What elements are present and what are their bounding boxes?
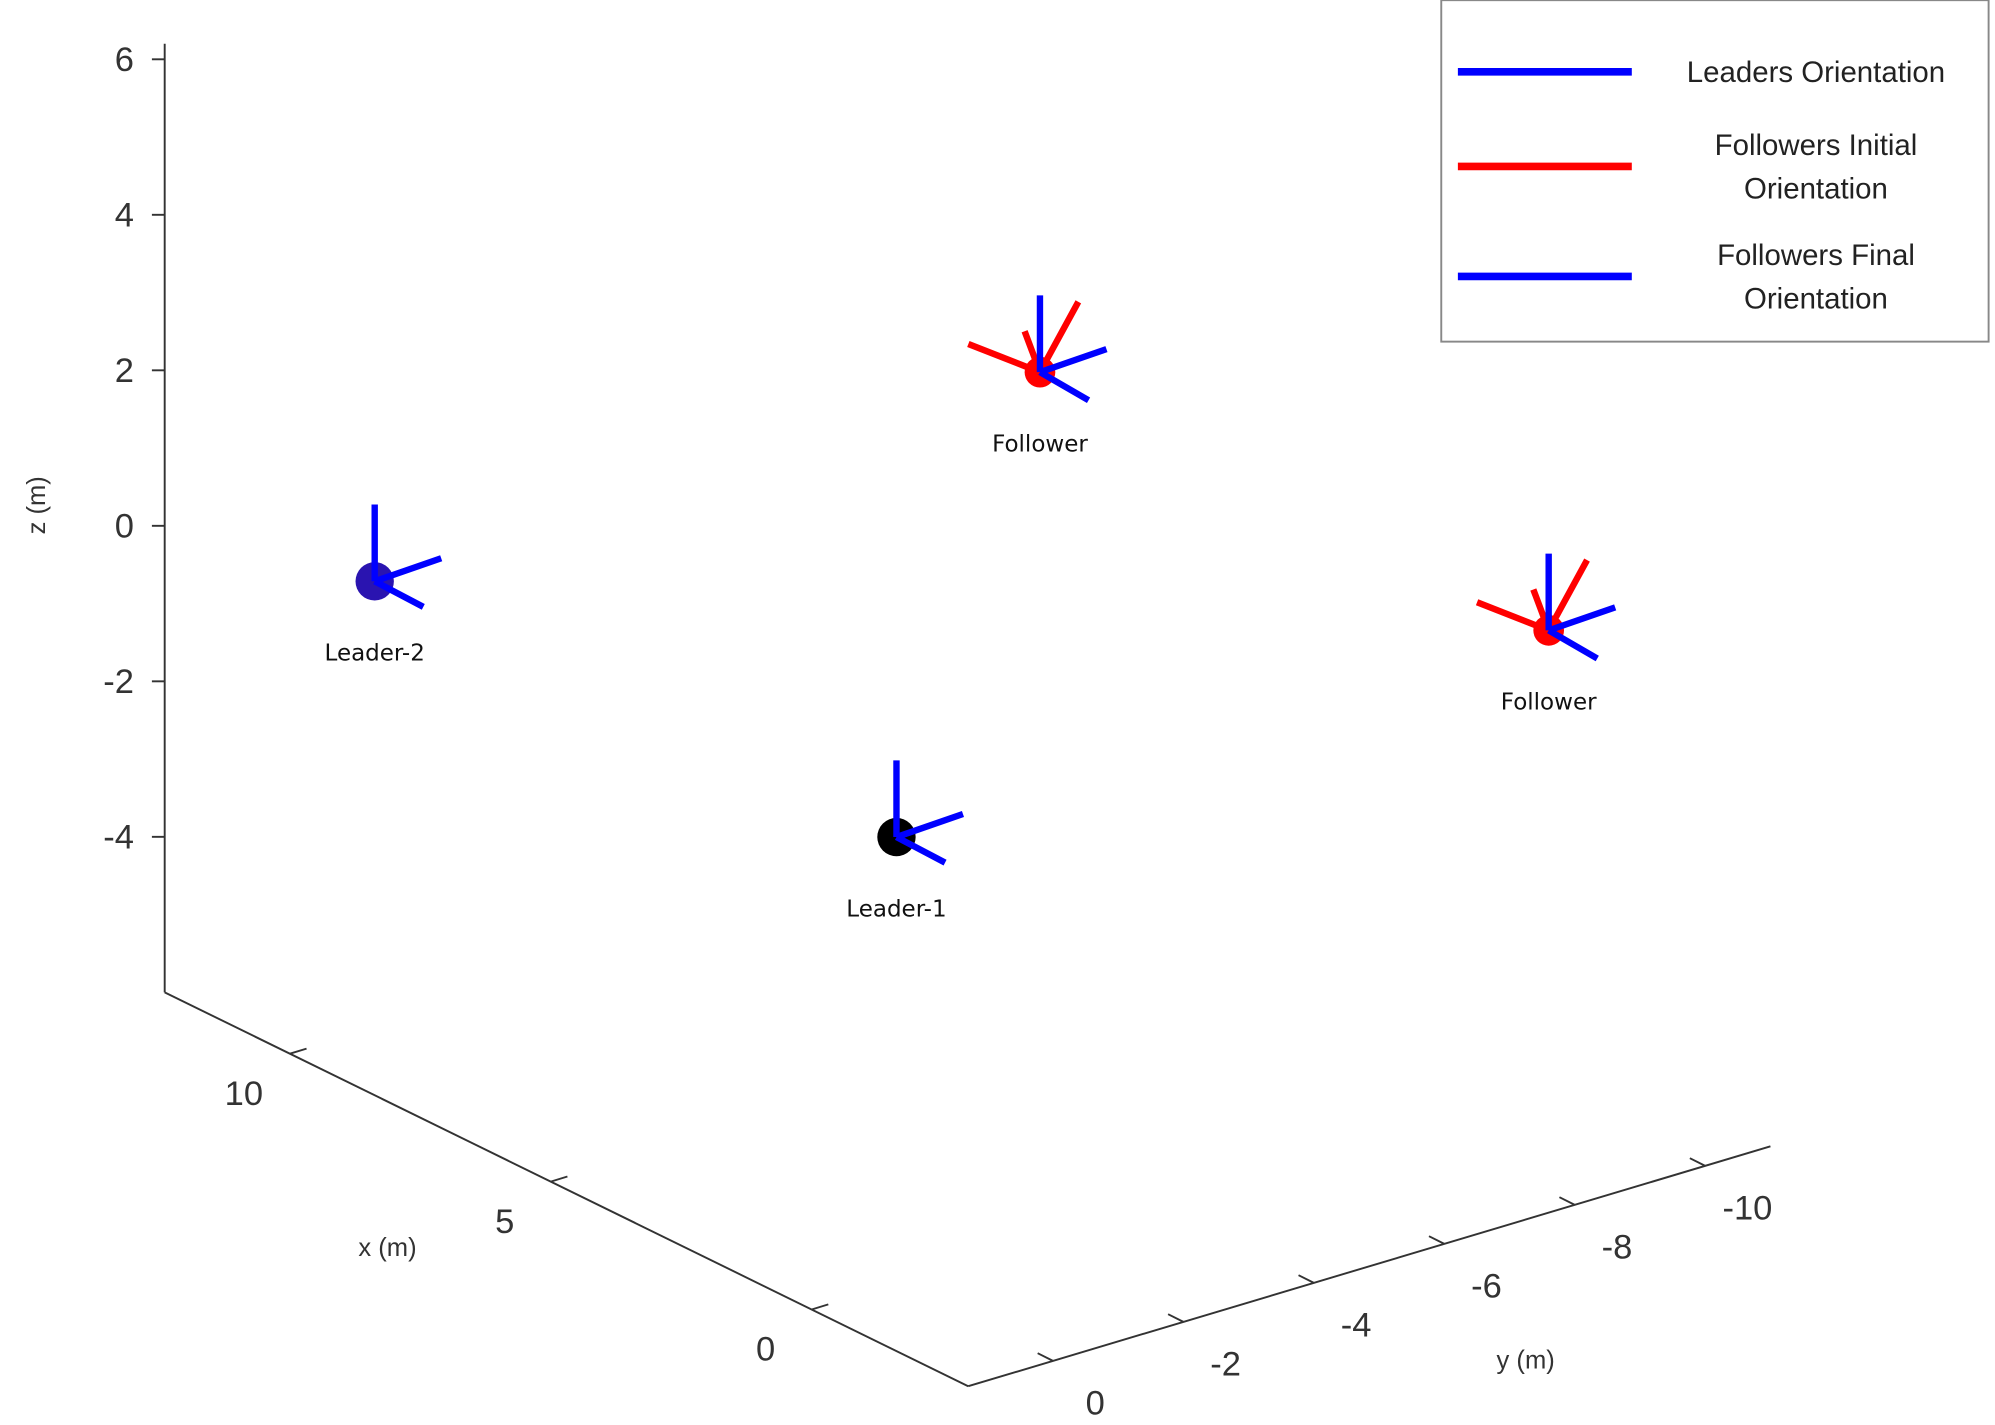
orientation-axis xyxy=(1038,346,1108,376)
orientation-axis xyxy=(1547,604,1617,634)
y-tick-label: -2 xyxy=(1210,1346,1241,1384)
legend-entry: Leaders Orientation xyxy=(1656,0,1976,149)
y-tick-label: -4 xyxy=(1341,1307,1372,1345)
z-tick-label: 4 xyxy=(115,196,134,234)
x-tick-label: 0 xyxy=(756,1331,775,1369)
y-tick xyxy=(1689,1157,1706,1167)
y-axis xyxy=(967,1145,1771,1388)
legend-label: Followers Initial Orientation xyxy=(1656,90,1976,243)
y-tick-label: -6 xyxy=(1471,1268,1502,1306)
orientation-axis xyxy=(373,555,443,585)
legend-text: Followers Initial Orientation xyxy=(1714,128,1918,205)
legend-label: Followers Final Orientation xyxy=(1656,200,1976,353)
point-label: Follower xyxy=(992,431,1088,457)
x-tick xyxy=(289,1047,307,1055)
z-tick-label: -2 xyxy=(103,663,134,701)
point-label: Leader-2 xyxy=(325,641,425,667)
agent: Leader-1 xyxy=(846,760,965,922)
y-tick xyxy=(1558,1196,1576,1206)
legend-box xyxy=(1440,0,1990,343)
orientation-axis xyxy=(373,578,425,610)
agent: Follower xyxy=(967,295,1108,457)
y-tick xyxy=(1037,1352,1054,1362)
z-axis-label: z (m) xyxy=(23,476,51,534)
point-label: Leader-1 xyxy=(846,896,946,922)
x-tick-label: 5 xyxy=(495,1203,514,1241)
agent: Follower xyxy=(1475,553,1617,716)
z-tick-label: 6 xyxy=(115,41,134,79)
y-tick xyxy=(1298,1274,1315,1284)
y-tick xyxy=(1167,1313,1184,1323)
x-axis xyxy=(164,991,969,1388)
legend-text: Followers Final Orientation xyxy=(1717,238,1915,315)
legend-label: Leaders Orientation xyxy=(1656,0,1976,149)
agent: Leader-2 xyxy=(325,504,443,667)
x-axis-label: x (m) xyxy=(358,1234,416,1262)
y-tick-label: -8 xyxy=(1602,1229,1633,1267)
x-tick-label: 10 xyxy=(225,1075,263,1113)
y-tick-label: 0 xyxy=(1086,1385,1105,1423)
orientation-axis xyxy=(1547,627,1599,662)
z-tick-label: 2 xyxy=(115,352,134,390)
x-tick xyxy=(811,1303,829,1311)
orientation-axis xyxy=(895,811,965,841)
legend-text: Leaders Orientation xyxy=(1686,55,1946,89)
legend-entry: Followers Initial Orientation xyxy=(1656,90,1976,243)
y-axis-label: y (m) xyxy=(1497,1347,1555,1375)
z-tick-label: -4 xyxy=(103,818,134,856)
orientation-axis xyxy=(894,834,947,866)
legend-entry: Followers Final Orientation xyxy=(1656,200,1976,353)
y-tick-label: -10 xyxy=(1722,1190,1772,1228)
y-tick xyxy=(1428,1235,1445,1245)
point-label: Follower xyxy=(1501,690,1597,716)
z-tick-label: 0 xyxy=(115,507,134,545)
orientation-axis xyxy=(1038,369,1091,404)
x-tick xyxy=(550,1175,568,1183)
